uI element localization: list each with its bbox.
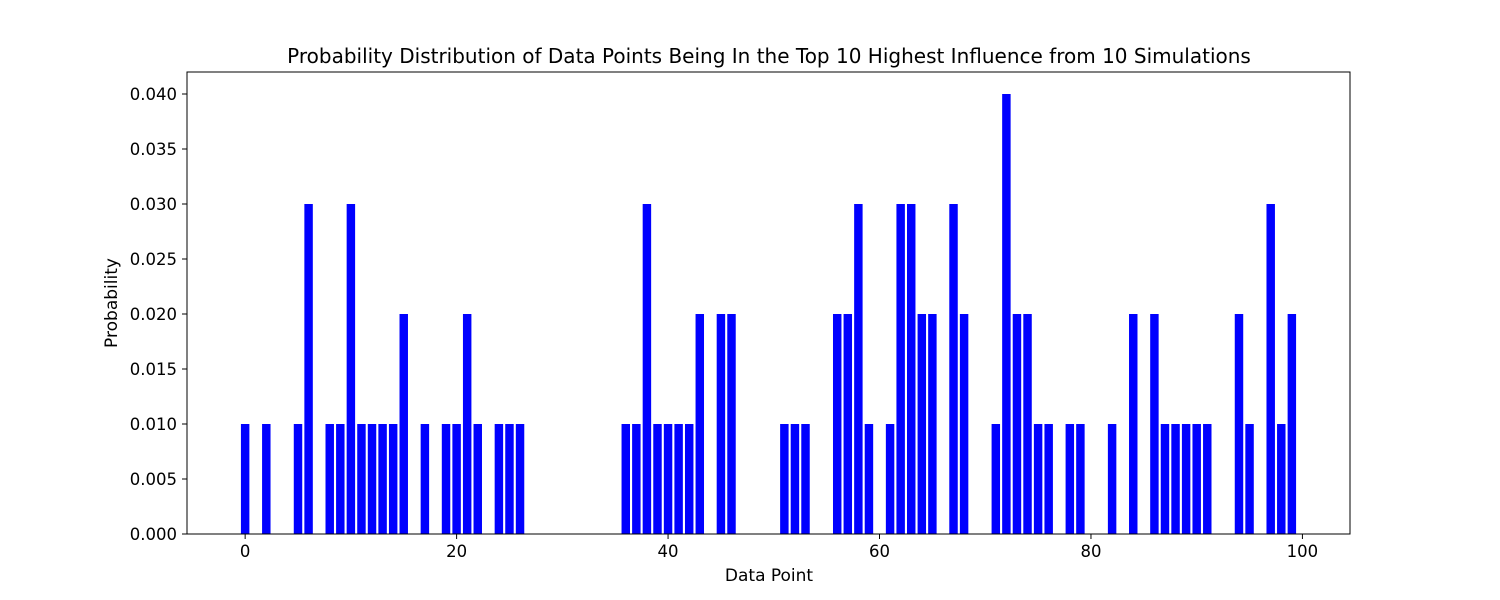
y-tick-label: 0.015 xyxy=(130,360,177,379)
x-tick-label: 100 xyxy=(1287,542,1319,561)
bar-point-13 xyxy=(378,424,387,534)
y-tick-label: 0.020 xyxy=(130,305,177,324)
bar-point-51 xyxy=(780,424,789,534)
bar-point-79 xyxy=(1076,424,1085,534)
bar-point-97 xyxy=(1266,204,1275,534)
bar-point-21 xyxy=(462,314,472,534)
bar-point-11 xyxy=(357,424,366,534)
x-tick-label: 80 xyxy=(1080,542,1101,561)
plot-frame xyxy=(186,71,1351,535)
bar-point-65 xyxy=(928,314,937,534)
y-tick-label: 0.030 xyxy=(130,195,177,214)
bar-point-95 xyxy=(1245,424,1254,534)
bar-point-17 xyxy=(420,424,430,534)
bar-point-72 xyxy=(1002,94,1011,534)
y-tick-label: 0.035 xyxy=(130,140,177,159)
bar-point-52 xyxy=(790,424,800,534)
bar-point-37 xyxy=(632,424,641,534)
y-tick-label: 0.005 xyxy=(130,470,177,489)
bar-point-9 xyxy=(336,424,345,534)
bar-point-41 xyxy=(674,424,683,534)
bar-point-20 xyxy=(452,424,461,534)
bar-point-58 xyxy=(854,204,863,534)
bar-point-68 xyxy=(959,314,969,534)
bar-point-14 xyxy=(388,424,398,534)
bar-point-43 xyxy=(695,314,705,534)
y-tick-label: 0.040 xyxy=(130,85,177,104)
bar-point-15 xyxy=(399,314,408,534)
bar-point-53 xyxy=(801,424,810,534)
bar-point-74 xyxy=(1023,314,1032,534)
bar-point-0 xyxy=(240,424,250,534)
bar-point-78 xyxy=(1065,424,1075,534)
bar-point-91 xyxy=(1203,424,1212,534)
x-axis-ticks: 0 20 40 60 80 100 xyxy=(240,534,1318,561)
bar-point-82 xyxy=(1107,424,1117,534)
chart-title: Probability Distribution of Data Points … xyxy=(287,44,1251,68)
bar-point-40 xyxy=(663,424,673,534)
bar-point-84 xyxy=(1129,314,1138,534)
y-axis-label: Probability xyxy=(102,258,122,348)
x-tick-label: 20 xyxy=(446,542,467,561)
bar-point-22 xyxy=(473,424,482,534)
bar-point-2 xyxy=(262,424,271,534)
bar-point-12 xyxy=(367,424,377,534)
bar-point-73 xyxy=(1012,314,1022,534)
bar-point-75 xyxy=(1033,424,1043,534)
bar-point-26 xyxy=(515,424,525,534)
bar-point-24 xyxy=(494,424,504,534)
bar-point-67 xyxy=(949,204,958,534)
bar-point-87 xyxy=(1160,424,1170,534)
y-tick-label: 0.010 xyxy=(130,415,177,434)
bar-point-64 xyxy=(917,314,927,534)
bar-point-5 xyxy=(293,424,303,534)
y-tick-label: 0.000 xyxy=(130,525,177,544)
x-tick-label: 0 xyxy=(240,542,251,561)
bar-point-8 xyxy=(325,424,334,534)
y-axis-ticks: 0.000 0.005 0.010 0.015 0.020 0.025 0.030 0.035… xyxy=(130,85,187,544)
bar-point-90 xyxy=(1192,424,1201,534)
bar-point-6 xyxy=(304,204,313,534)
bar-point-25 xyxy=(505,424,514,534)
bar-point-56 xyxy=(832,314,842,534)
bar-point-98 xyxy=(1277,424,1286,534)
bar-point-86 xyxy=(1150,314,1159,534)
bar-point-71 xyxy=(991,424,1001,534)
bar-point-10 xyxy=(346,204,356,534)
bar-point-42 xyxy=(684,424,694,534)
bars-group xyxy=(240,94,1297,534)
bar-point-89 xyxy=(1181,424,1191,534)
bar-point-57 xyxy=(843,314,853,534)
bar-point-38 xyxy=(642,204,652,534)
bar-point-36 xyxy=(621,424,630,534)
bar-point-99 xyxy=(1287,314,1297,534)
bar-point-19 xyxy=(441,424,451,534)
bar-point-94 xyxy=(1234,314,1244,534)
x-tick-label: 40 xyxy=(658,542,679,561)
bar-point-63 xyxy=(907,204,916,534)
bar-point-61 xyxy=(885,424,895,534)
bar-point-76 xyxy=(1044,424,1053,534)
x-tick-label: 60 xyxy=(869,542,890,561)
x-axis-label: Data Point xyxy=(725,566,814,586)
bar-point-45 xyxy=(716,314,726,534)
bar-point-59 xyxy=(864,424,874,534)
bar-point-88 xyxy=(1171,424,1180,534)
bar-point-46 xyxy=(727,314,736,534)
bar-point-39 xyxy=(653,424,662,534)
y-tick-label: 0.025 xyxy=(130,250,177,269)
bar-point-62 xyxy=(896,204,905,534)
